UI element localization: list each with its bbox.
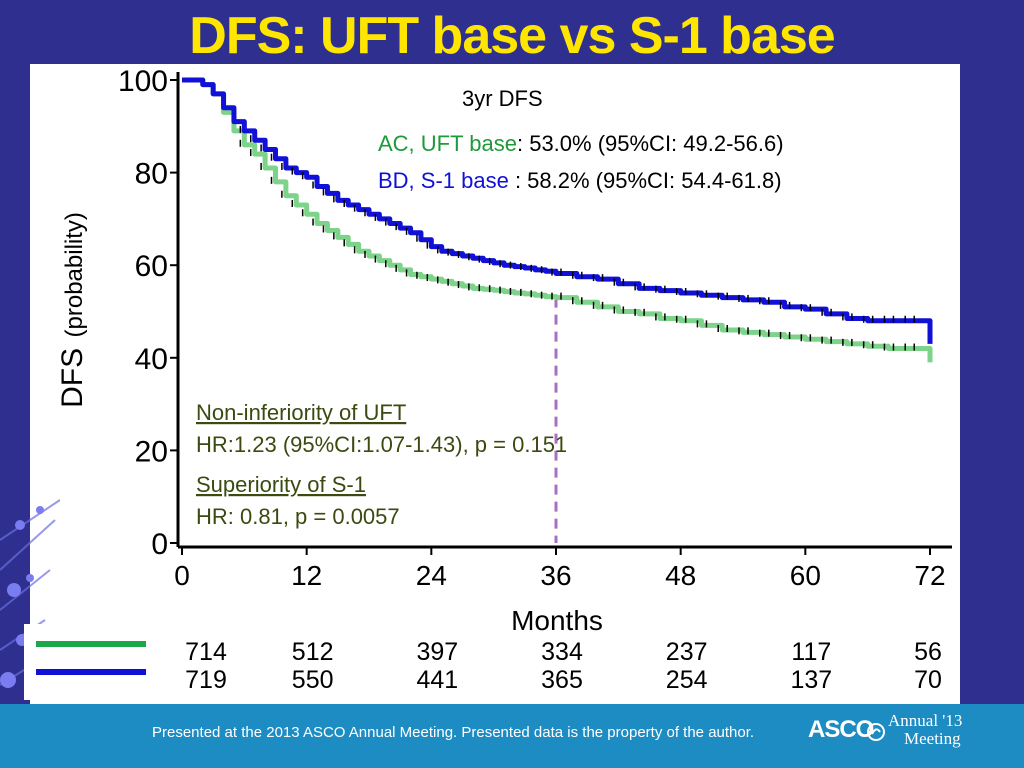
risk-count: 365 [541,666,583,694]
series-1-curve [182,77,933,344]
dfs-header: 3yr DFS [462,86,543,111]
risk-count: 117 [791,638,831,666]
arm-bd-value: : 58.2% (95%CI: 54.4-61.8) [509,168,782,193]
risk-count: 550 [292,666,334,694]
asco-flame-icon [867,723,885,741]
y-axis-label-paren: (probability) [61,212,88,337]
annual-line-1: Annual '13 [888,711,963,730]
y-axis-label-main: DFS [56,348,89,408]
slide-title: DFS: UFT base vs S-1 base [189,7,835,65]
footer-bar [0,704,1024,768]
noninferiority-stat: HR:1.23 (95%CI:1.07-1.43), p = 0.151 [196,432,567,457]
superiority-title: Superiority of S-1 [196,472,366,497]
footer-text: Presented at the 2013 ASCO Annual Meetin… [152,724,755,741]
x-tick-label: 12 [291,560,322,591]
series-0-curve [182,77,933,363]
y-tick-label: 100 [118,65,168,98]
y-tick-label: 60 [135,250,168,283]
risk-count: 441 [416,666,458,694]
risk-count: 714 [185,638,227,666]
y-tick-label: 20 [135,435,168,468]
risk-count: 70 [914,666,942,694]
x-tick-label: 24 [416,560,447,591]
x-tick-label: 48 [665,560,696,591]
asco-logo: ASCO [808,716,874,743]
risk-count: 719 [185,666,227,694]
risk-count: 334 [541,638,583,666]
arm-ac-label: AC, UFT base [378,131,517,156]
ticks-layer: 0 20 40 60 80 100 0 12 24 36 48 60 72 [118,65,946,591]
arm-bd-label: BD, S-1 base [378,168,509,193]
y-axis-label: DFS (probability) [56,212,89,408]
arm-ac-annotation: AC, UFT base: 53.0% (95%CI: 49.2-56.6) [378,131,784,156]
risk-legend-box [24,624,158,700]
risk-count: 56 [914,638,942,666]
risk-count: 237 [666,638,708,666]
x-tick-label: 0 [174,560,190,591]
annual-line-2: Meeting [904,729,961,748]
arm-bd-annotation: BD, S-1 base : 58.2% (95%CI: 54.4-61.8) [378,168,782,193]
annual-meeting-label: Annual '13 Meeting [888,712,978,748]
y-tick-label: 40 [135,343,168,376]
arm-ac-value: : 53.0% (95%CI: 49.2-56.6) [517,131,784,156]
y-tick-label: 0 [151,528,168,561]
noninferiority-title: Non-inferiority of UFT [196,400,406,425]
x-tick-label: 36 [540,560,571,591]
superiority-stat: HR: 0.81, p = 0.0057 [196,504,400,529]
y-tick-label: 80 [135,158,168,191]
x-tick-label: 60 [790,560,821,591]
risk-count: 137 [790,666,832,694]
x-tick-label: 72 [914,560,945,591]
risk-count: 512 [292,638,334,666]
risk-table: 714 512 397 334 237 117 56 719 550 441 365 254 137 70 [24,624,942,700]
risk-count: 254 [666,666,708,694]
risk-count: 397 [416,638,458,666]
curves-layer [182,77,933,543]
chart-panel [30,64,960,704]
x-axis-label: Months [511,605,603,636]
